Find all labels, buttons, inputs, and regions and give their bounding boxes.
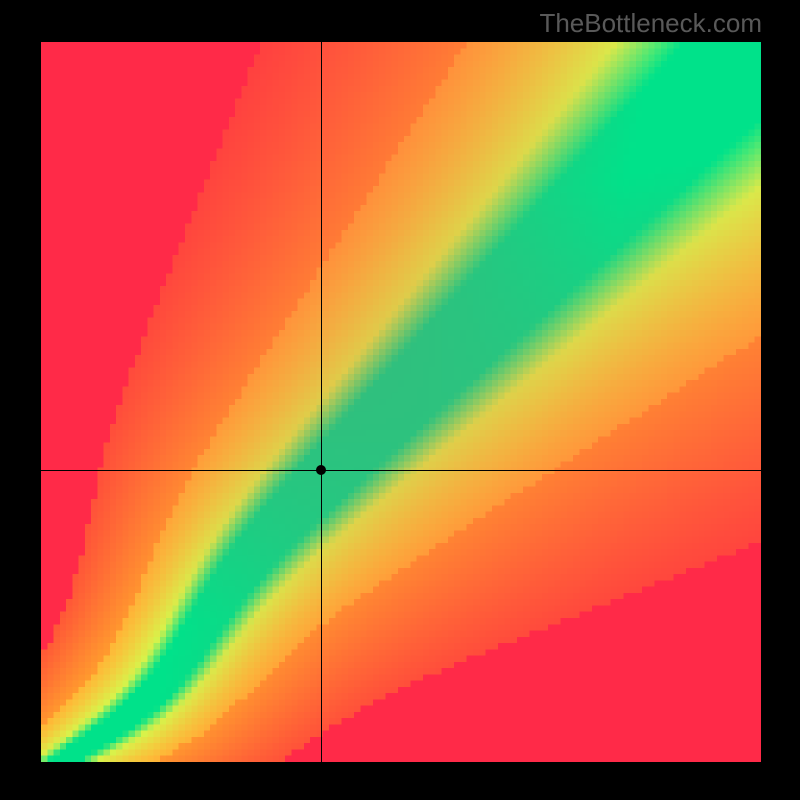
watermark-text: TheBottleneck.com xyxy=(539,8,762,39)
crosshair-horizontal xyxy=(41,470,761,471)
crosshair-vertical xyxy=(321,42,322,762)
bottleneck-heatmap xyxy=(41,42,761,762)
crosshair-point xyxy=(316,465,326,475)
